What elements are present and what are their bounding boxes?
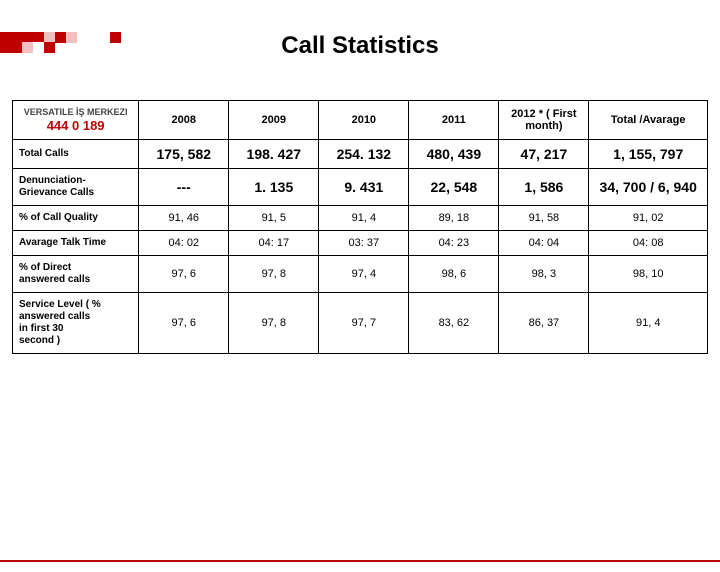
- col-header: 2011: [409, 101, 499, 140]
- table-cell: 47, 217: [499, 140, 589, 169]
- table-row: Service Level ( %answered callsin first …: [13, 293, 708, 354]
- deco-square: [44, 42, 55, 53]
- row-label: Denunciation-Grievance Calls: [13, 169, 139, 206]
- table-cell: 91, 4: [589, 293, 708, 354]
- deco-square: [77, 32, 88, 43]
- row-label: Service Level ( %answered callsin first …: [13, 293, 139, 354]
- table-cell: 04: 02: [139, 231, 229, 256]
- table-cell: 22, 548: [409, 169, 499, 206]
- deco-square: [66, 32, 77, 43]
- logo-phone: 444 0 189: [17, 118, 134, 134]
- table-body: Total Calls175, 582198. 427254. 132480, …: [13, 140, 708, 354]
- deco-square: [0, 42, 11, 53]
- table-cell: 97, 4: [319, 256, 409, 293]
- table-cell: 198. 427: [229, 140, 319, 169]
- deco-square: [33, 42, 44, 53]
- table-cell: 04: 04: [499, 231, 589, 256]
- bottom-accent-line: [0, 560, 720, 562]
- table-header-row: VERSATILE İŞ MERKEZI 444 0 189 2008 2009…: [13, 101, 708, 140]
- table-cell: 98, 6: [409, 256, 499, 293]
- table-cell: 91, 02: [589, 206, 708, 231]
- deco-square: [55, 32, 66, 43]
- row-label: Total Calls: [13, 140, 139, 169]
- table-cell: 04: 23: [409, 231, 499, 256]
- table-cell: 04: 17: [229, 231, 319, 256]
- table-cell: 04: 08: [589, 231, 708, 256]
- table-cell: 91, 46: [139, 206, 229, 231]
- table-cell: 91, 5: [229, 206, 319, 231]
- deco-row-2: [0, 42, 180, 53]
- table-cell: 97, 8: [229, 293, 319, 354]
- deco-square: [88, 32, 99, 43]
- table-cell: 86, 37: [499, 293, 589, 354]
- col-header: 2010: [319, 101, 409, 140]
- table-cell: 97, 7: [319, 293, 409, 354]
- table-cell: 34, 700 / 6, 940: [589, 169, 708, 206]
- col-header: 2009: [229, 101, 319, 140]
- table-row: Avarage Talk Time04: 0204: 1703: 3704: 2…: [13, 231, 708, 256]
- table-cell: 98, 10: [589, 256, 708, 293]
- deco-square: [110, 32, 121, 43]
- deco-square: [22, 42, 33, 53]
- table-cell: 03: 37: [319, 231, 409, 256]
- deco-square: [11, 42, 22, 53]
- table-cell: 98, 3: [499, 256, 589, 293]
- col-header: 2012 * ( First month): [499, 101, 589, 140]
- row-label: % of Call Quality: [13, 206, 139, 231]
- table-cell: 83, 62: [409, 293, 499, 354]
- table-cell: 9. 431: [319, 169, 409, 206]
- col-header: Total /Avarage: [589, 101, 708, 140]
- logo-text: VERSATILE İŞ MERKEZI: [17, 107, 134, 118]
- table-cell: 1, 586: [499, 169, 589, 206]
- stats-table-wrap: VERSATILE İŞ MERKEZI 444 0 189 2008 2009…: [12, 100, 708, 354]
- table-cell: 97, 8: [229, 256, 319, 293]
- table-cell: 91, 58: [499, 206, 589, 231]
- stats-table: VERSATILE İŞ MERKEZI 444 0 189 2008 2009…: [12, 100, 708, 354]
- table-row: Denunciation-Grievance Calls---1. 1359. …: [13, 169, 708, 206]
- col-header: 2008: [139, 101, 229, 140]
- table-cell: ---: [139, 169, 229, 206]
- table-cell: 254. 132: [319, 140, 409, 169]
- logo-cell: VERSATILE İŞ MERKEZI 444 0 189: [13, 101, 139, 140]
- table-cell: 89, 18: [409, 206, 499, 231]
- deco-square: [99, 32, 110, 43]
- table-row: Total Calls175, 582198. 427254. 132480, …: [13, 140, 708, 169]
- table-cell: 175, 582: [139, 140, 229, 169]
- table-cell: 1. 135: [229, 169, 319, 206]
- table-row: % of Directanswered calls97, 697, 897, 4…: [13, 256, 708, 293]
- row-label: Avarage Talk Time: [13, 231, 139, 256]
- table-cell: 480, 439: [409, 140, 499, 169]
- row-label: % of Directanswered calls: [13, 256, 139, 293]
- table-cell: 97, 6: [139, 293, 229, 354]
- decoration-squares: [0, 32, 180, 62]
- table-cell: 91, 4: [319, 206, 409, 231]
- table-row: % of Call Quality91, 4691, 591, 489, 189…: [13, 206, 708, 231]
- table-cell: 97, 6: [139, 256, 229, 293]
- table-cell: 1, 155, 797: [589, 140, 708, 169]
